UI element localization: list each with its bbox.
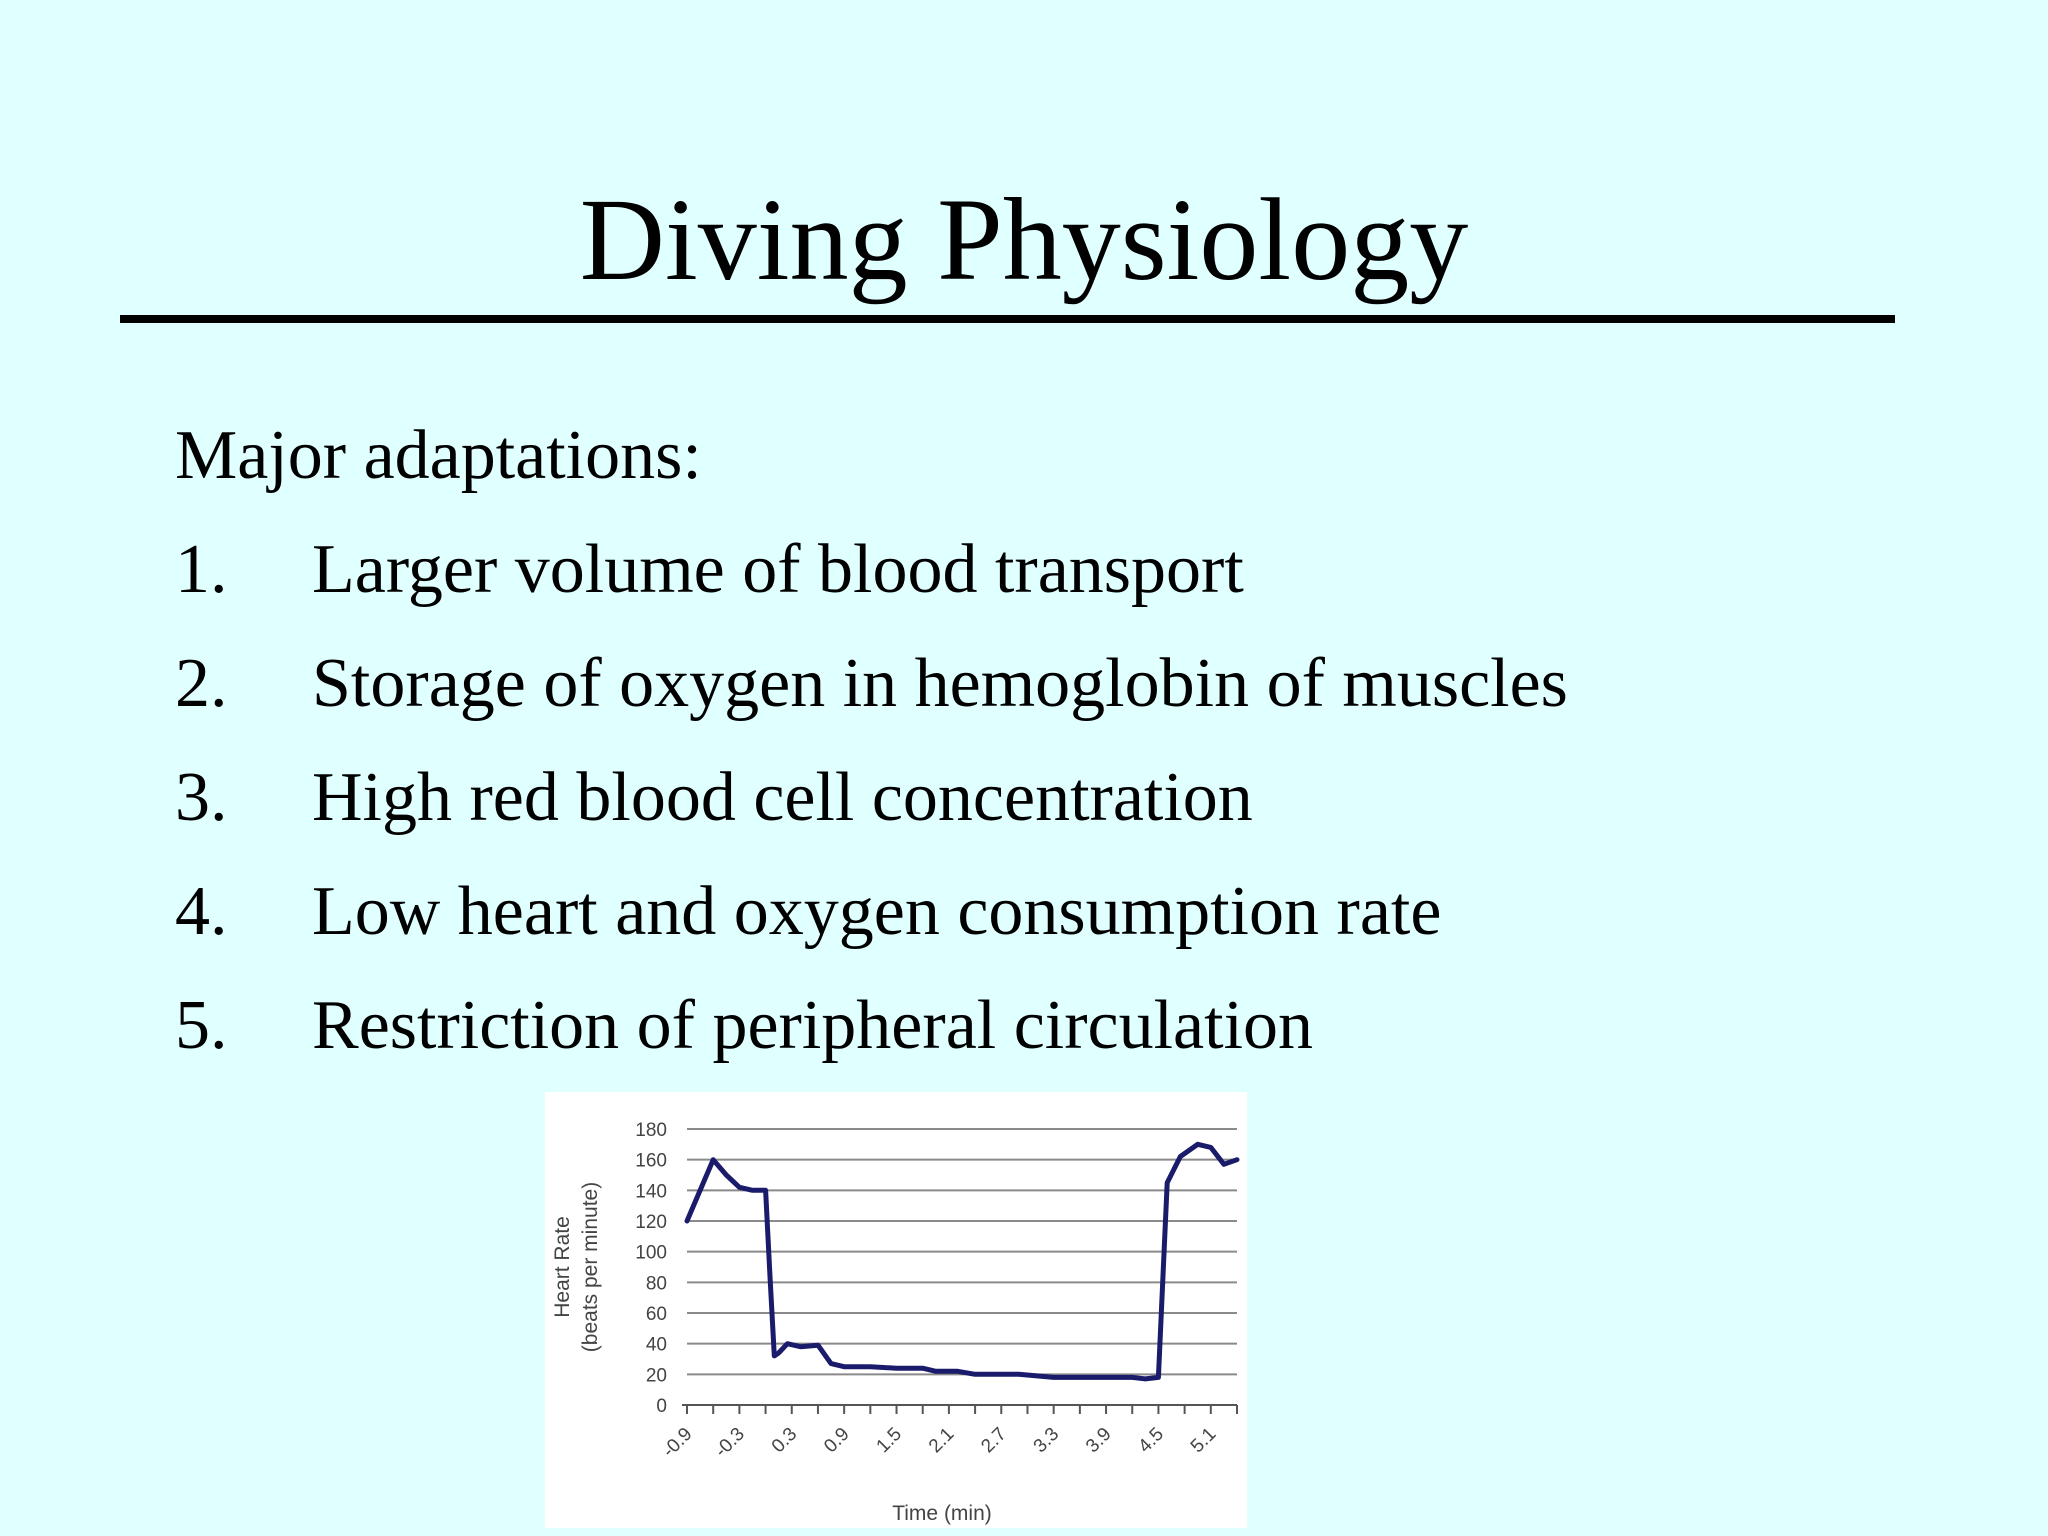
- list-number: 5.: [175, 987, 228, 1064]
- x-tick-label: 2.7: [977, 1424, 1011, 1458]
- y-tick-label: 160: [635, 1151, 667, 1172]
- heart-rate-chart: 0 20 40 60 80 100 120 140 160 180 -0.9 -0.3 0.3 0.9 1…: [545, 1092, 1247, 1528]
- y-tick-label: 60: [646, 1304, 667, 1325]
- series-line: [684, 1141, 1240, 1382]
- chart-svg: 0 20 40 60 80 100 120 140 160 180 -0.9 -0.3 0.3 0.9 1…: [551, 1120, 1240, 1525]
- y-tick-label: 180: [635, 1120, 667, 1141]
- x-tick-label: -0.9: [659, 1424, 697, 1462]
- list-number: 2.: [175, 645, 228, 722]
- y-tick-label: 40: [646, 1335, 667, 1356]
- x-tick-label: 2.1: [925, 1424, 959, 1458]
- y-tick-label: 0: [656, 1396, 667, 1417]
- list-text: Storage of oxygen in hemoglobin of muscl…: [312, 645, 1568, 722]
- x-tick-label: 0.9: [820, 1424, 854, 1458]
- y-tick-labels: 0 20 40 60 80 100 120 140 160 180: [635, 1120, 667, 1417]
- y-axis-label: Heart Rate: [551, 1216, 574, 1318]
- list-text: Restriction of peripheral circulation: [312, 987, 1314, 1064]
- y-axis-label-units: (beats per minute): [579, 1182, 602, 1352]
- y-tick-label: 20: [646, 1365, 667, 1386]
- list-number: 3.: [175, 759, 228, 836]
- x-tick-label: 0.3: [768, 1424, 802, 1458]
- title-rule: [120, 315, 1895, 323]
- y-tick-label: 100: [635, 1243, 667, 1264]
- intro-text: Major adaptations:: [175, 417, 702, 494]
- x-tick-label: 4.5: [1134, 1424, 1168, 1458]
- x-tick-label: 3.9: [1082, 1424, 1116, 1458]
- list-text: Low heart and oxygen consumption rate: [312, 873, 1442, 950]
- list-text: Larger volume of blood transport: [312, 531, 1244, 608]
- x-axis-label: Time (min): [892, 1502, 992, 1525]
- x-tick-label: 3.3: [1030, 1424, 1064, 1458]
- y-tick-label: 140: [635, 1181, 667, 1202]
- list-number: 1.: [175, 531, 228, 608]
- x-tick-label: 1.5: [873, 1424, 907, 1458]
- y-tick-label: 120: [635, 1212, 667, 1233]
- x-ticks: -0.9 -0.3 0.3 0.9 1.5 2.1 2.7 3.3 3.9 4.5 5.1: [659, 1405, 1238, 1462]
- list-number: 4.: [175, 873, 228, 950]
- y-tick-label: 80: [646, 1273, 667, 1294]
- x-tick-label: 5.1: [1187, 1424, 1221, 1458]
- x-tick-label: -0.3: [711, 1424, 749, 1462]
- list-text: High red blood cell concentration: [312, 759, 1253, 836]
- slide-title: Diving Physiology: [579, 174, 1469, 305]
